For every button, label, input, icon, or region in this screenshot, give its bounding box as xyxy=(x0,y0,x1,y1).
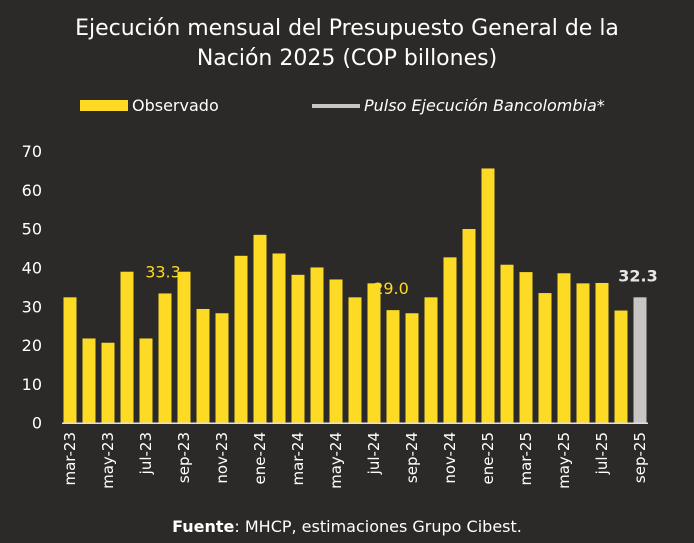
bar-may-24 xyxy=(329,279,343,423)
title-line-1: Ejecución mensual del Presupuesto Genera… xyxy=(75,16,619,41)
x-tick-label: nov-24 xyxy=(441,432,459,484)
source-label: Fuente xyxy=(172,517,235,536)
bar-ago-24 xyxy=(386,310,400,423)
x-tick-label: mar-24 xyxy=(289,432,307,486)
data-label: 32.3 xyxy=(618,266,657,285)
y-tick-label: 20 xyxy=(22,336,42,355)
y-tick-label: 60 xyxy=(22,181,42,200)
y-tick-label: 50 xyxy=(22,220,42,239)
bar-jul-24 xyxy=(367,283,381,423)
bar-ago-25 xyxy=(614,310,628,423)
bar-jul-25 xyxy=(595,282,609,423)
legend-label: Observado xyxy=(132,96,219,115)
legend-item-pulso: Pulso Ejecución Bancolombia* xyxy=(312,96,605,115)
bar-ene-24 xyxy=(253,234,267,423)
x-tick-label: jul-23 xyxy=(137,432,155,475)
bar-ago-23 xyxy=(158,293,172,423)
title-line-2: Nación 2025 (COP billones) xyxy=(196,46,498,71)
bar-jun-23 xyxy=(120,271,134,423)
bar-nov-23 xyxy=(215,313,229,423)
bar-sep-24 xyxy=(405,313,419,423)
bar-abr-23 xyxy=(82,338,96,423)
bar-dic-24 xyxy=(462,229,476,423)
x-tick-label: sep-23 xyxy=(175,432,193,483)
x-tick-label: sep-24 xyxy=(403,432,421,483)
y-tick-label: 30 xyxy=(22,297,42,316)
bar-oct-23 xyxy=(196,308,210,423)
bar-jul-23 xyxy=(139,338,153,423)
legend-swatch xyxy=(80,100,128,111)
bar-feb-24 xyxy=(272,253,286,423)
x-tick-label: sep-25 xyxy=(631,432,649,483)
bar-feb-25 xyxy=(500,264,514,423)
bar-abr-24 xyxy=(310,267,324,423)
x-tick-label: ene-25 xyxy=(479,432,497,484)
source-text: : MHCP, estimaciones Grupo Cibest. xyxy=(234,517,522,536)
source-note: Fuente: MHCP, estimaciones Grupo Cibest. xyxy=(0,517,694,536)
bar-sep-23 xyxy=(177,271,191,423)
x-tick-label: may-23 xyxy=(99,432,117,489)
x-tick-label: mar-23 xyxy=(61,432,79,486)
x-tick-label: nov-23 xyxy=(213,432,231,484)
bar-abr-25 xyxy=(538,293,552,423)
legend-swatch xyxy=(312,103,360,108)
bar-nov-24 xyxy=(443,257,457,423)
bar-ene-25 xyxy=(481,168,495,423)
bar-may-25 xyxy=(557,273,571,423)
y-tick-label: 0 xyxy=(32,414,42,433)
bar-sep-25 xyxy=(633,297,647,423)
chart-title: Ejecución mensual del Presupuesto Genera… xyxy=(0,14,694,74)
data-label: 29.0 xyxy=(373,279,409,298)
bar-oct-24 xyxy=(424,297,438,423)
y-tick-label: 10 xyxy=(22,375,42,394)
x-tick-label: mar-25 xyxy=(517,432,535,486)
x-tick-label: may-24 xyxy=(327,432,345,489)
x-tick-label: jul-24 xyxy=(365,432,383,475)
bar-mar-25 xyxy=(519,272,533,423)
legend-label: Pulso Ejecución Bancolombia* xyxy=(364,96,605,115)
legend-item-observado: Observado xyxy=(80,96,219,115)
bar-mar-24 xyxy=(291,274,305,423)
bar-dic-23 xyxy=(234,255,248,423)
bar-may-23 xyxy=(101,342,115,423)
x-tick-label: ene-24 xyxy=(251,432,269,484)
bar-jun-25 xyxy=(576,283,590,423)
bar-jun-24 xyxy=(348,297,362,423)
y-tick-label: 70 xyxy=(22,142,42,161)
x-tick-label: may-25 xyxy=(555,432,573,489)
bar-mar-23 xyxy=(63,297,77,423)
data-label: 33.3 xyxy=(145,262,181,281)
x-tick-label: jul-25 xyxy=(593,432,611,475)
y-tick-label: 40 xyxy=(22,258,42,277)
